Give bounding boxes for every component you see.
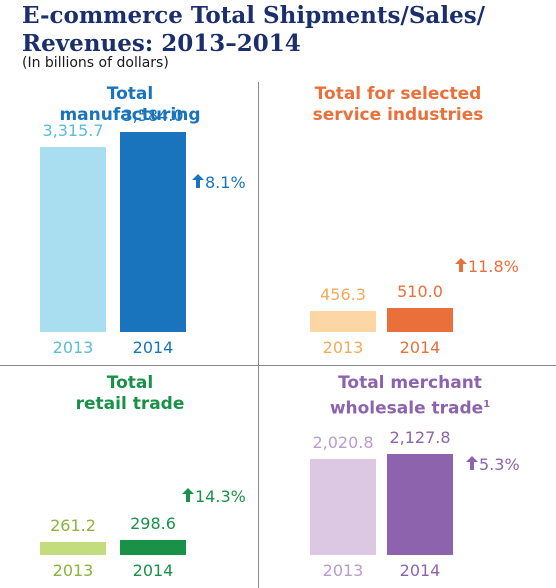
merchant-wholesale-trade-year-label-2013: 2013 <box>322 561 364 580</box>
merchant-wholesale-trade-bar-2013 <box>310 459 376 555</box>
total-manufacturing-change-label: 8.1% <box>192 173 246 192</box>
service-industries-title-line1: Total for selected <box>314 84 482 104</box>
service-industries-bar-2013 <box>310 310 376 332</box>
retail-trade-change-value: 14.3% <box>195 487 246 506</box>
retail-trade-value-label-2014: 298.6 <box>130 514 176 533</box>
total-manufacturing-bar-2014 <box>120 132 186 332</box>
merchant-wholesale-trade-change-value: 5.3% <box>479 455 520 474</box>
total-manufacturing-change-value: 8.1% <box>205 173 246 192</box>
service-industries-value-label-2014: 510.0 <box>397 282 443 301</box>
vertical-divider <box>258 82 259 588</box>
total-manufacturing-value-label-2014: 3,584.0 <box>122 106 184 125</box>
retail-trade-change-label: 14.3% <box>182 487 246 506</box>
service-industries-year-label-2014: 2014 <box>399 338 441 357</box>
merchant-wholesale-trade-bar-2014 <box>387 454 453 555</box>
retail-trade-bar-2014 <box>120 540 186 555</box>
service-industries-value-label-2013: 456.3 <box>320 284 366 304</box>
horizontal-divider <box>0 365 556 366</box>
arrow-up-icon <box>192 173 204 192</box>
arrow-up-icon <box>466 455 478 474</box>
merchant-wholesale-trade-change-label: 5.3% <box>466 455 520 474</box>
merchant-wholesale-trade-title-line2: wholesale trade1 <box>329 398 491 419</box>
service-industries-change-label: 11.8% <box>455 257 519 276</box>
merchant-wholesale-trade-year-label-2014: 2014 <box>399 561 441 580</box>
chart-title-line2: Revenues: 2013–2014 <box>22 30 301 57</box>
retail-trade-title-line1: Total <box>106 373 154 393</box>
service-industries-bar-2014 <box>387 308 453 332</box>
arrow-up-icon <box>455 257 467 276</box>
retail-trade-value-label-2013: 261.2 <box>50 515 96 535</box>
chart-title: E-commerce Total Shipments/Sales/ Revenu… <box>22 2 485 58</box>
arrow-up-icon <box>182 487 194 506</box>
service-industries-title: Total for selected service industries <box>278 84 518 126</box>
retail-trade-year-label-2014: 2014 <box>132 561 174 580</box>
merchant-wholesale-trade-title: Total merchant wholesale trade1 <box>290 373 530 420</box>
retail-trade-year-label-2013: 2013 <box>52 561 94 580</box>
service-industries-year-label-2013: 2013 <box>322 338 364 357</box>
retail-trade-bar-2013 <box>40 541 106 555</box>
retail-trade-title: Total retail trade <box>10 373 250 415</box>
total-manufacturing-year-label-2013: 2013 <box>52 338 94 357</box>
merchant-wholesale-trade-value-label-2013: 2,020.8 <box>312 433 374 453</box>
total-manufacturing-title-line2: manufacturing <box>59 105 201 125</box>
merchant-wholesale-trade-title-line1: Total merchant <box>338 373 482 393</box>
merchant-wholesale-trade-value-label-2014: 2,127.8 <box>389 428 451 447</box>
total-manufacturing-title: Total manufacturing <box>10 84 250 126</box>
total-manufacturing-bar-2013 <box>40 146 106 332</box>
total-manufacturing-value-label-2013: 3,315.7 <box>42 120 104 140</box>
service-industries-change-value: 11.8% <box>468 257 519 276</box>
service-industries-title-line2: service industries <box>312 105 484 125</box>
total-manufacturing-year-label-2014: 2014 <box>132 338 174 357</box>
chart-title-line1: E-commerce Total Shipments/Sales/ <box>22 2 486 29</box>
total-manufacturing-title-line1: Total <box>106 84 154 104</box>
retail-trade-title-line2: retail trade <box>75 394 185 414</box>
chart-subtitle: (In billions of dollars) <box>22 55 169 71</box>
merchant-wholesale-trade-title-footnote: 1 <box>483 399 491 410</box>
